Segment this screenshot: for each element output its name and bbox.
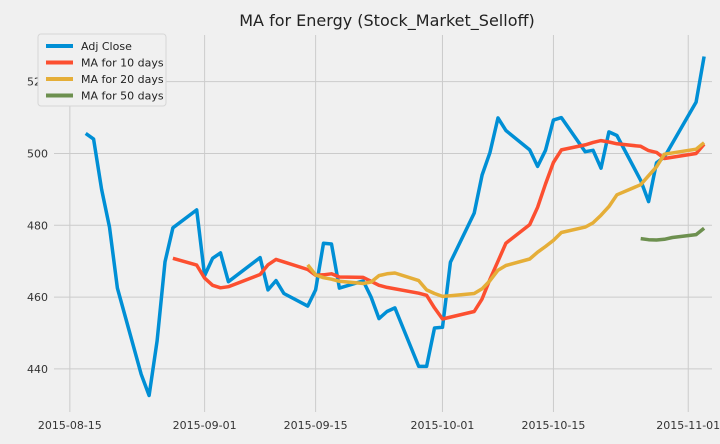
legend-label: Adj Close [81, 40, 132, 53]
series-line-ma-for-10-days [172, 138, 706, 321]
legend-label: MA for 20 days [81, 73, 164, 86]
x-tick-label: 2015-10-01 [410, 419, 474, 432]
x-tick-label: 2015-09-01 [173, 419, 237, 432]
y-tick-label: 440 [27, 363, 48, 376]
x-tick-label: 2015-11-01 [656, 419, 720, 432]
series-line-ma-for-50-days [640, 226, 706, 242]
y-tick-label: 500 [27, 147, 48, 160]
x-tick-label: 2015-10-15 [521, 419, 585, 432]
y-tick-label: 460 [27, 291, 48, 304]
x-axis-ticks: 2015-08-15 2015-09-01 2015-09-15 2015-10-01… [38, 419, 720, 432]
x-tick-label: 2015-08-15 [38, 419, 102, 432]
grid [54, 35, 712, 412]
series-line-ma-for-20-days [306, 141, 706, 299]
series-line-adj-close [84, 56, 706, 398]
y-tick-label: 480 [27, 219, 48, 232]
legend: Adj Close MA for 10 days MA for 20 days MA … [37, 33, 167, 107]
legend-label: MA for 10 days [81, 57, 164, 70]
chart-title: MA for Energy (Stock_Market_Selloff) [239, 11, 535, 31]
x-tick-label: 2015-09-15 [284, 419, 348, 432]
legend-box [37, 33, 167, 107]
legend-label: MA for 50 days [81, 90, 164, 103]
series-layer [84, 56, 706, 398]
